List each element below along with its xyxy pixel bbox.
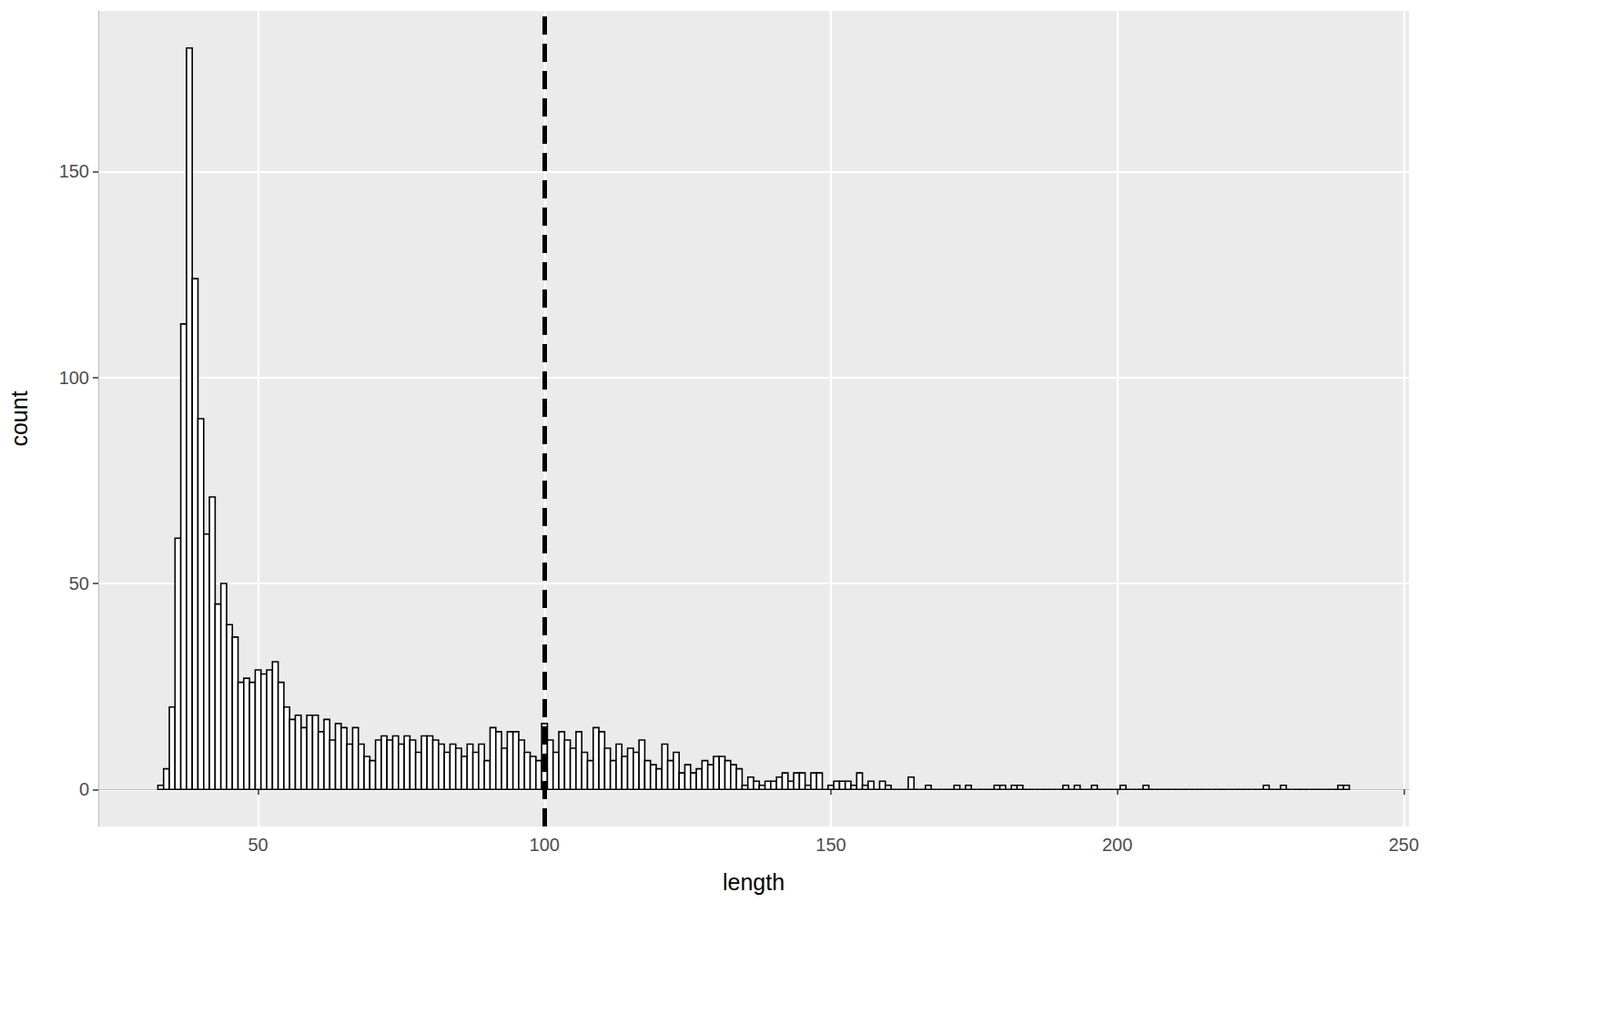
svg-text:150: 150 <box>815 834 846 855</box>
svg-text:0: 0 <box>79 779 90 800</box>
svg-text:length: length <box>722 869 785 895</box>
svg-text:200: 200 <box>1102 834 1133 855</box>
svg-text:250: 250 <box>1388 834 1419 855</box>
svg-text:50: 50 <box>247 834 268 855</box>
svg-text:count: count <box>6 390 32 446</box>
svg-text:150: 150 <box>59 161 90 182</box>
svg-text:50: 50 <box>69 573 90 594</box>
svg-text:100: 100 <box>529 834 560 855</box>
svg-text:100: 100 <box>59 367 90 388</box>
